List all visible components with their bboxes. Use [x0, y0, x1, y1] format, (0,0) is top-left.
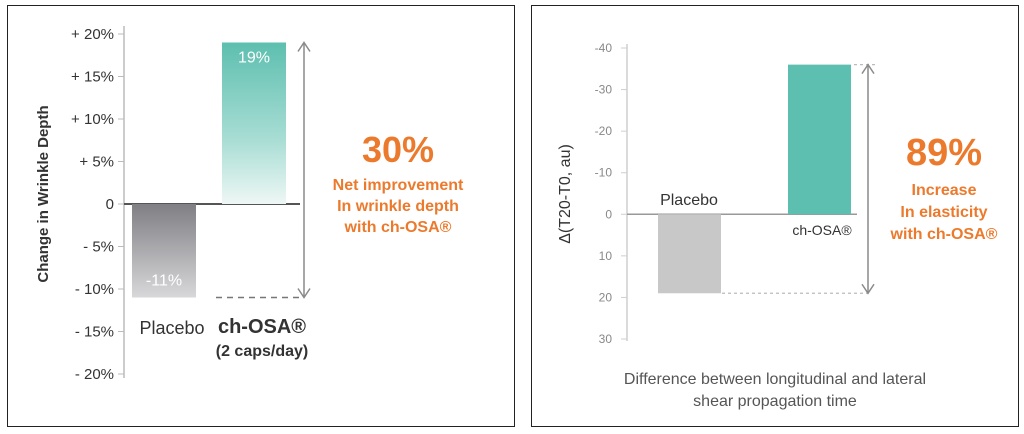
bar-placebo: [658, 214, 721, 294]
right-chart-panel: Δ(T20-T0, au) -40 -30 -20 -10 0 10 20 30 Placeb…: [531, 5, 1019, 427]
y-tick-label: + 20%: [71, 26, 114, 43]
wrinkle-depth-chart: Change in Wrinkle Depth + 20%+ 15%+ 10%+…: [35, 26, 464, 383]
y-tick-label: - 10%: [75, 281, 114, 298]
y-tick-label: 0: [605, 207, 612, 221]
left-chart-panel: Change in Wrinkle Depth + 20% + 15% + 10% +…: [7, 5, 515, 427]
annotation-value: 30%: [362, 129, 434, 170]
x-axis-title-line-1: Difference between longitudinal and late…: [624, 371, 926, 388]
y-tick-label: + 15%: [71, 69, 114, 86]
category-label-ch-osa: ch-OSA®: [792, 222, 852, 238]
bar-placebo-value-label: -11%: [146, 273, 182, 290]
category-label-placebo: Placebo: [660, 192, 718, 209]
arrow-head-bottom: [297, 288, 311, 299]
y-tick-label: + 5%: [79, 154, 114, 171]
y-tick-label: -40: [595, 41, 613, 55]
y-axis-title: Change in Wrinkle Depth: [35, 105, 52, 282]
annotation-line-3: with ch-OSA®: [890, 226, 998, 243]
bars: -11% 19%: [132, 42, 286, 298]
y-axis-title: Δ(T20-T0, au): [557, 144, 574, 244]
category-sublabel-ch-osa: (2 caps/day): [216, 343, 308, 360]
bar-ch-osa-value-label: 19%: [238, 50, 270, 67]
category-label-ch-osa: ch-OSA®: [218, 316, 306, 338]
arrow-head-bottom: [861, 283, 875, 295]
y-tick-label: - 5%: [83, 239, 114, 256]
elasticity-chart: Δ(T20-T0, au) -40 -30 -20 -10 0 10 20 30 Placeb…: [557, 41, 998, 410]
annotation-line-1: Net improvement: [333, 177, 464, 194]
annotation-line-2: In wrinkle depth: [337, 198, 459, 215]
arrow-head-top: [861, 63, 875, 75]
y-tick-label: -10: [595, 166, 613, 180]
bar-placebo: [132, 204, 196, 298]
annotation-value: 89%: [906, 132, 982, 174]
y-tick-label: 20: [599, 290, 613, 304]
annotation-line-1: Increase: [912, 182, 977, 199]
y-tick-label: 30: [599, 332, 613, 346]
y-tick-label: + 10%: [71, 111, 114, 128]
bar-ch-osa: [788, 64, 851, 215]
bars: [658, 64, 851, 294]
y-axis-ticks: -40 -30 -20 -10 0 10 20 30: [595, 41, 627, 346]
y-tick-label: - 15%: [75, 324, 114, 341]
y-tick-label: - 20%: [75, 366, 114, 383]
category-label-placebo: Placebo: [139, 318, 204, 338]
y-tick-label: -20: [595, 124, 613, 138]
annotation-line-3: with ch-OSA®: [344, 219, 452, 236]
y-tick-label: -30: [595, 83, 613, 97]
y-tick-label: 0: [106, 196, 114, 213]
bar-ch-osa: [222, 42, 286, 204]
arrow-head-top: [297, 41, 311, 52]
y-tick-label: 10: [599, 249, 613, 263]
x-axis-title-line-2: shear propagation time: [693, 393, 857, 410]
y-axis-ticks: + 20% + 15% + 10% + 5% 0 - 5% - 10% - 15% - 20%: [71, 26, 124, 383]
annotation-line-2: In elasticity: [900, 204, 987, 221]
